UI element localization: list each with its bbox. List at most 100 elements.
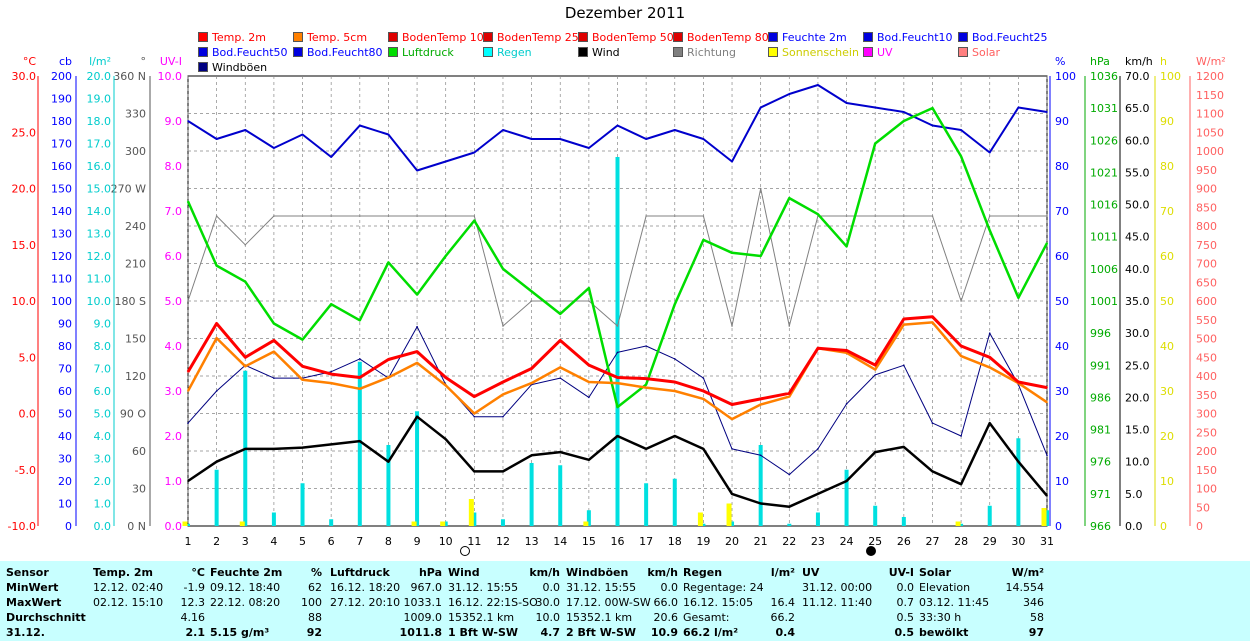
rain-bar [415,411,420,526]
humidity-axis-tick-label: 70 [1055,205,1069,218]
row-label: MinWert [6,581,59,594]
data-point [616,124,619,127]
sunshine-bar [239,521,245,526]
data-point [988,356,991,359]
legend-swatch [198,62,208,72]
cb-axis-tick-label: 120 [51,250,72,263]
pressure-axis-tick-label: 996 [1090,327,1111,340]
data-point [215,322,218,325]
rain-axis-tick-label: 18.0 [87,115,112,128]
data-point [559,366,562,369]
rain-bar [615,157,620,526]
legend-swatch [198,32,208,42]
sunshine-bar [468,499,474,526]
temp-axis-tick-label: -5.0 [15,464,36,477]
stat-value: 967.0 [410,581,443,594]
data-point [903,323,905,326]
stat-group-title: Wind [448,566,480,579]
legend-item: BodenTemp 10 [388,30,484,44]
humidity-axis-tick-label: 10 [1055,475,1069,488]
stat-group-unit: km/h [529,566,560,579]
uv-axis-tick-label: 5.0 [165,295,183,308]
data-point [845,349,848,352]
solar-axis-tick-label: 750 [1196,239,1217,252]
legend-label: Temp. 5cm [307,30,368,44]
sunshine-bar [955,521,961,526]
stat-group-header: Luftdruck hPa [330,565,442,580]
data-point [244,280,247,283]
full-moon-icon [460,546,470,556]
stat-value: 0.4 [775,626,796,639]
stat-group-title: Solar [919,566,952,579]
direction-axis-tick-label: 210 [125,258,146,271]
stat-group-unit: °C [191,566,205,579]
legend-label: BodenTemp 80 [687,30,769,44]
stat-label: 31.12. 15:55 [566,581,637,594]
legend-swatch [578,47,588,57]
statistics-table: Sensor MinWert MaxWert Durchschnitt 31.1… [0,561,1250,641]
stat-value: 30.0 [535,596,561,609]
stat-group-header: Wind km/h [448,565,560,580]
rain-bar [1045,510,1049,526]
stat-label: 02.12. 15:10 [93,596,164,609]
stat-value: 92 [306,626,322,639]
stat-group-header: Temp. 2m °C [93,565,205,580]
direction-axis-tick-label: 30 [132,483,146,496]
x-tick-label: 4 [270,535,277,548]
cb-axis-tick-label: 140 [51,205,72,218]
stat-label: 17.12. 00W-SW [566,596,651,609]
stat-label: 66.2 l/m² [683,626,739,639]
solar-axis-tick-label: 50 [1196,501,1210,514]
stat-label: 16.12. 18:20 [330,581,401,594]
temp-axis-tick-label: 25.0 [12,126,37,139]
data-point [673,435,676,437]
stat-group-unit: l/m² [770,566,795,579]
wind-axis-tick-label: 30.0 [1125,327,1150,340]
wind-axis-tick-label: 60.0 [1125,134,1150,147]
x-tick-label: 10 [439,535,453,548]
stat-value: 66.0 [653,596,679,609]
row-label: Sensor [6,566,49,579]
stat-label: 16.12. 22:1S-SO [448,596,538,609]
x-tick-label: 17 [639,535,653,548]
stat-row: Gesamt: 66.2 [683,610,795,625]
stat-row: 1 Bft W-SW 4.7 [448,625,560,640]
x-tick-label: 6 [328,535,335,548]
cb-axis-tick-label: 0 [65,520,72,533]
stat-row: 0.5 [802,610,915,625]
data-point [845,102,848,104]
data-point [187,200,189,203]
rain-bar [701,523,706,526]
data-point [788,392,791,395]
data-point [960,345,962,347]
legend-item: Wind [578,45,620,59]
cb-axis-tick-label: 90 [58,318,72,331]
rain-axis-tick-label: 16.0 [87,160,112,173]
stat-label: 12.12. 02:40 [93,581,164,594]
stat-group-header: UV UV-I [802,565,914,580]
data-point [702,215,705,217]
solar-axis-tick-label: 350 [1196,389,1217,402]
data-point [731,403,733,406]
stat-group: Regen l/m² Regentage: 24 16.12. 15:05 16.4 Ge… [683,565,795,640]
data-point [502,470,504,473]
data-point [502,381,504,383]
legend-swatch [958,47,968,57]
uv-axis-tick-label: 10.0 [158,70,183,83]
data-point [502,325,504,327]
data-point [616,325,619,327]
humidity-axis-tick-label: 50 [1055,295,1069,308]
uv-axis-tick-label: 1.0 [165,475,183,488]
x-tick-label: 16 [611,535,625,548]
x-tick-label: 27 [925,535,939,548]
data-point [473,412,476,415]
legend-label: Regen [497,45,532,59]
rain-bar [815,512,820,526]
wind-axis-tick-label: 45.0 [1125,231,1150,244]
sunshine-bar [726,503,732,526]
data-point [301,365,304,368]
stat-row: 16.12. 15:05 16.4 [683,595,795,610]
rain-axis-tick-label: 0.0 [94,520,112,533]
sunshine-axis-tick-label: 10 [1160,475,1174,488]
data-point [359,358,361,360]
